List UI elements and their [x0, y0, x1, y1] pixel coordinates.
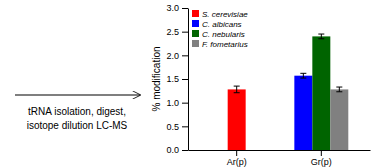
error-bar-cap: [234, 86, 240, 87]
error-bar: [300, 73, 306, 78]
x-tick-label: Ar(p): [227, 157, 247, 167]
error-bar-cap: [336, 87, 342, 88]
y-tick: 1.0: [166, 98, 188, 108]
y-tick-mark: [182, 32, 188, 33]
legend-swatch: [192, 20, 199, 27]
bars: [228, 34, 349, 150]
bar: [330, 89, 348, 150]
legend-swatch: [192, 30, 199, 37]
legend-swatch: [192, 10, 199, 17]
error-bar-cap: [318, 38, 324, 39]
x-tick: Ar(p): [227, 150, 247, 167]
legend-item: S. cerevisiae: [192, 10, 248, 19]
y-axis-title: % modification: [151, 46, 162, 111]
canvas: tRNA isolation, digest, isotope dilution …: [0, 0, 378, 168]
error-bar: [234, 86, 240, 93]
y-tick-mark: [182, 55, 188, 56]
x-tick-mark: [236, 150, 237, 156]
x-axis: Ar(p) Gr(p): [189, 150, 371, 167]
x-tick-mark: [321, 150, 322, 156]
legend-label: F. fometarius: [202, 40, 248, 49]
annotation: isotope dilution LC-MS: [27, 120, 128, 131]
y-tick-label: 2.0: [166, 51, 179, 61]
y-tick-mark: [182, 126, 188, 127]
x-axis-line: [189, 150, 371, 151]
y-tick-label: 2.5: [166, 27, 179, 37]
legend-label: C. albicans: [202, 20, 242, 29]
y-tick: 0.0: [166, 145, 188, 155]
legend: S. cerevisiaeC. albicansC. nebularisF. f…: [192, 10, 248, 49]
legend-swatch: [192, 40, 199, 47]
error-bar-line: [303, 73, 304, 78]
error-bar-cap: [336, 91, 342, 92]
y-tick-mark: [182, 150, 188, 151]
y-axis-line: [188, 9, 189, 151]
error-bar-line: [236, 86, 237, 93]
y-tick: 1.5: [166, 74, 188, 84]
y-tick-label: 3.0: [166, 3, 179, 13]
bar: [312, 36, 330, 150]
arrow: [15, 94, 140, 95]
y-tick-label: 0.5: [166, 122, 179, 132]
y-tick-label: 1.0: [166, 98, 179, 108]
annotation: tRNA isolation, digest,: [28, 106, 126, 117]
error-bar-line: [339, 87, 340, 92]
y-tick-mark: [182, 103, 188, 104]
y-tick: 3.0: [166, 3, 188, 13]
y-tick-mark: [182, 8, 188, 9]
y-tick-label: 1.5: [166, 74, 179, 84]
y-axis: 0.0 0.5 1.0 1.5 2.0 2.5 3.0: [166, 3, 188, 155]
chart-container: tRNA isolation, digest, isotope dilution …: [0, 0, 378, 168]
legend-item: C. nebularis: [192, 30, 245, 39]
error-bar-cap: [318, 34, 324, 35]
error-bar-cap: [234, 92, 240, 93]
error-bar: [318, 34, 324, 39]
plot: 0.0 0.5 1.0 1.5 2.0 2.5 3.0 Ar(p) Gr(p) % modific…: [151, 3, 371, 167]
bar: [228, 89, 246, 150]
legend-item: C. albicans: [192, 20, 242, 29]
bar: [294, 76, 312, 150]
error-bar-cap: [300, 73, 306, 74]
error-bar-line: [321, 34, 322, 39]
y-tick: 2.5: [166, 27, 188, 37]
y-tick-mark: [182, 79, 188, 80]
y-tick: 0.5: [166, 122, 188, 132]
error-bar-cap: [300, 78, 306, 79]
legend-label: C. nebularis: [202, 30, 245, 39]
y-tick-label: 0.0: [166, 145, 179, 155]
error-bar: [336, 87, 342, 92]
legend-item: F. fometarius: [192, 40, 248, 49]
y-tick: 2.0: [166, 51, 188, 61]
x-tick-label: Gr(p): [311, 157, 332, 167]
legend-label: S. cerevisiae: [202, 10, 248, 19]
x-tick: Gr(p): [311, 150, 332, 167]
